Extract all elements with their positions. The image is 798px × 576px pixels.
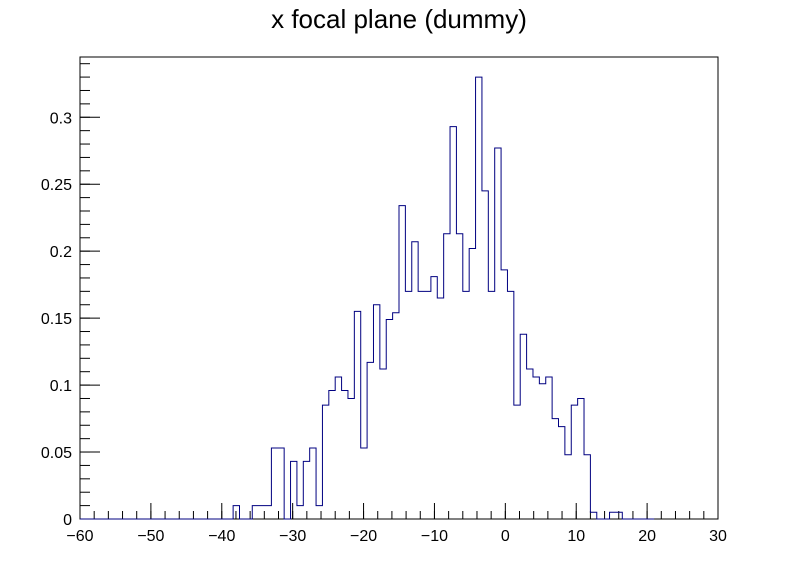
- x-tick-label: −50: [137, 528, 164, 545]
- x-tick-label: −10: [421, 528, 448, 545]
- x-tick-label: −40: [208, 528, 235, 545]
- axis-ticks: [79, 63, 719, 520]
- y-tick-label: 0.05: [41, 445, 72, 462]
- y-tick-label: 0.3: [50, 110, 72, 127]
- y-tick-label: 0.2: [50, 244, 72, 261]
- y-tick-label: 0: [63, 512, 72, 529]
- x-tick-label: 10: [567, 528, 585, 545]
- y-tick-label: 0.15: [41, 311, 72, 328]
- x-tick-label: −60: [66, 528, 93, 545]
- chart-title: x focal plane (dummy): [271, 4, 527, 34]
- y-tick-label: 0.1: [50, 378, 72, 395]
- x-tick-label: 0: [501, 528, 510, 545]
- histogram-series: [80, 76, 655, 520]
- x-tick-label: 30: [709, 528, 727, 545]
- y-tick-label: 0.25: [41, 177, 72, 194]
- axis-tick-labels: −60 −50 −40 −30 −20 −10 0 10 20 30 0 0.05 0.1 0.15 0.2…: [41, 110, 727, 545]
- plot-frame: [79, 56, 719, 520]
- x-tick-label: −30: [279, 528, 306, 545]
- x-tick-label: 20: [638, 528, 656, 545]
- x-tick-label: −20: [350, 528, 377, 545]
